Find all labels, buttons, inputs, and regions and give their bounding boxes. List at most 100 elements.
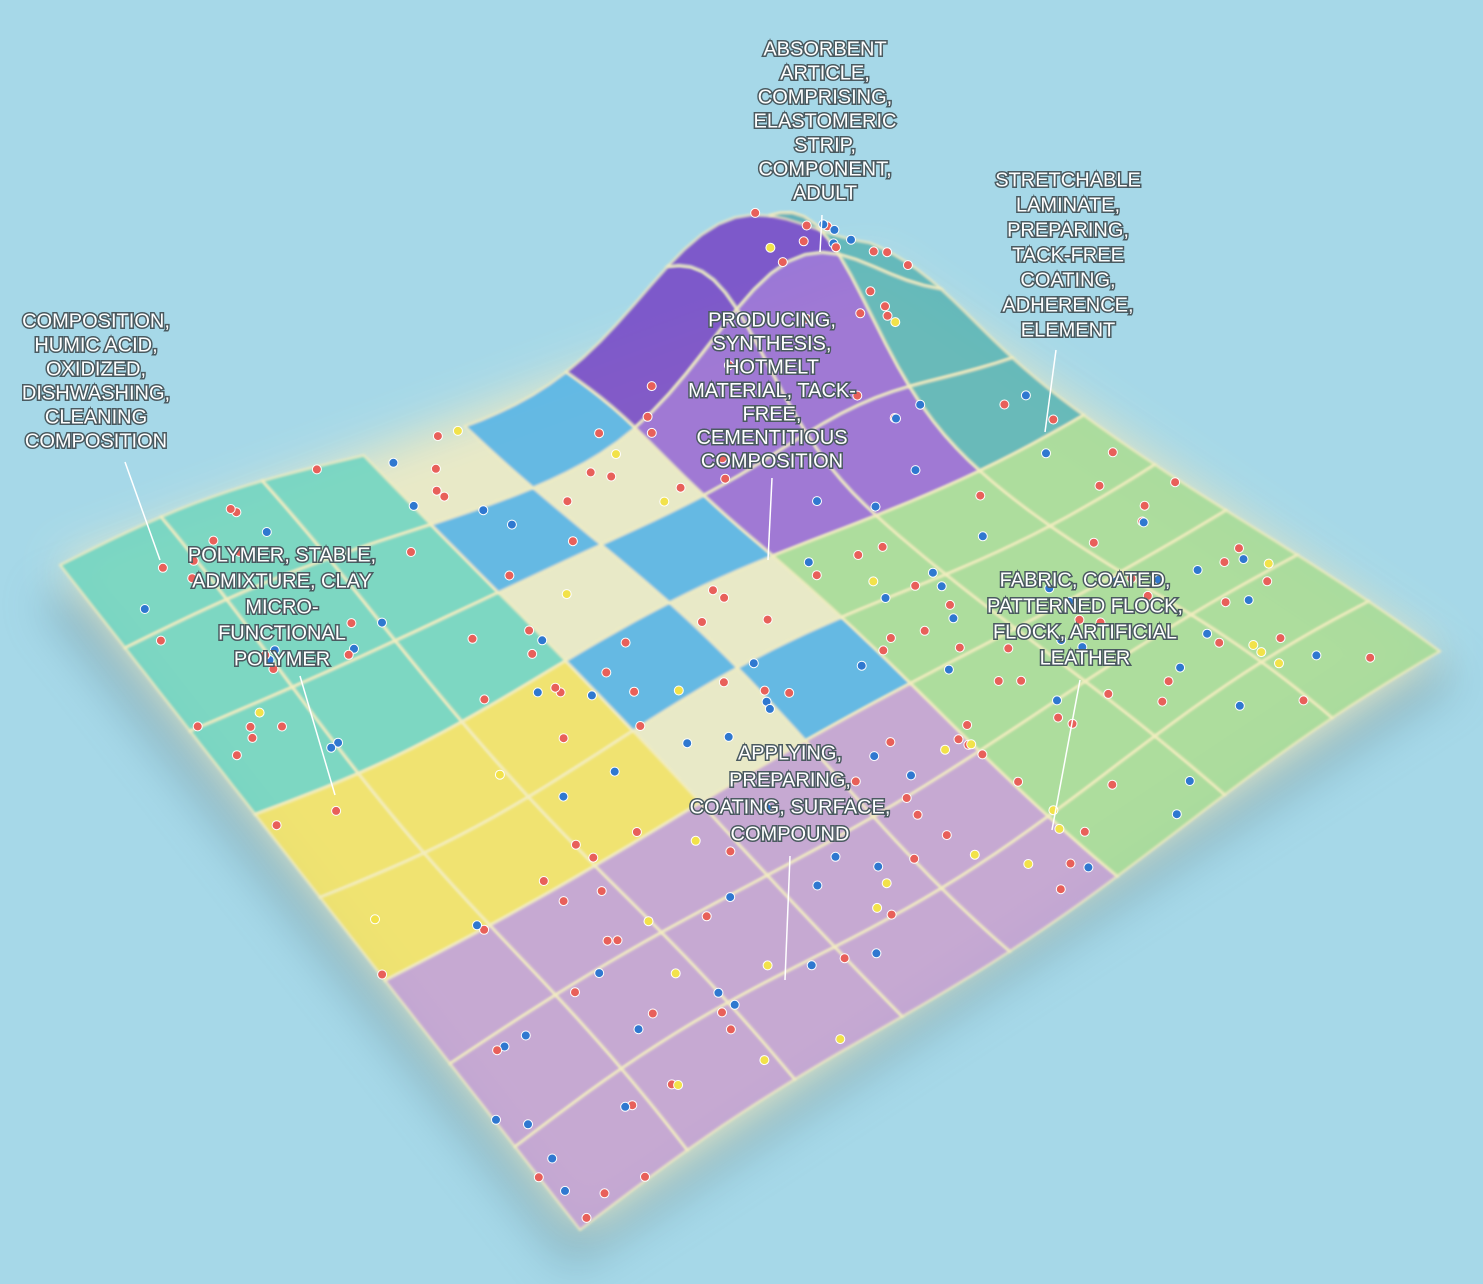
document-dot <box>271 820 282 831</box>
topic-label: COMPOUND <box>731 824 850 846</box>
document-dot <box>479 694 490 705</box>
document-dot <box>388 457 399 468</box>
document-dot <box>659 496 670 507</box>
document-dot <box>261 527 272 537</box>
topic-label: PREPARING, <box>1007 220 1129 242</box>
document-dot <box>729 999 740 1010</box>
document-dot <box>915 399 926 410</box>
document-dot <box>1248 640 1259 650</box>
document-dot <box>891 413 901 424</box>
topic-label: MICRO- <box>245 597 318 619</box>
document-dot <box>853 550 864 560</box>
document-dot <box>585 467 596 478</box>
document-dot <box>139 604 150 614</box>
document-dot <box>524 625 535 636</box>
document-dot <box>596 886 607 897</box>
document-dot <box>902 260 913 271</box>
document-dot <box>993 676 1004 686</box>
topic-label: ARTICLE, <box>780 63 870 85</box>
document-dot <box>532 687 543 698</box>
document-dot <box>1088 537 1099 548</box>
document-dot <box>1077 642 1088 653</box>
document-dot <box>225 504 236 514</box>
document-dot <box>467 633 478 644</box>
document-dot <box>1055 884 1066 895</box>
document-dot <box>550 682 561 693</box>
document-dot <box>919 625 930 636</box>
document-dot <box>872 902 883 913</box>
topic-label: COMPOSITION <box>25 431 167 453</box>
document-dot <box>852 390 863 401</box>
document-dot <box>277 721 287 732</box>
document-dot <box>594 428 605 439</box>
document-dot <box>1095 617 1106 628</box>
document-dot <box>1142 590 1153 601</box>
document-dot <box>1170 477 1181 488</box>
document-dot <box>640 1171 650 1182</box>
document-dot <box>1153 574 1164 585</box>
document-dot <box>936 581 947 592</box>
document-dot <box>673 685 684 696</box>
document-dot <box>155 635 166 646</box>
topic-label: POLYMER, STABLE, <box>188 545 376 567</box>
document-dot <box>901 793 912 803</box>
document-dot <box>343 649 354 660</box>
document-dot <box>910 465 921 476</box>
document-dot <box>910 580 921 591</box>
document-dot <box>612 935 623 946</box>
document-dot <box>1074 614 1085 625</box>
grid-cell <box>1260 600 1442 720</box>
document-dot <box>547 1153 558 1164</box>
document-dot <box>878 645 889 656</box>
document-dot <box>642 411 653 422</box>
document-dot <box>631 827 642 837</box>
document-dot <box>708 585 718 596</box>
topic-label: ADULT <box>793 183 857 205</box>
topic-label: HOTMELT <box>725 357 819 379</box>
document-dot <box>761 803 772 813</box>
document-dot <box>1243 595 1254 606</box>
topic-label: STRETCHABLE <box>995 170 1141 192</box>
document-dot <box>759 1055 770 1066</box>
document-dot <box>491 1114 501 1125</box>
topic-label: ADMIXTURE, CLAY <box>192 571 372 593</box>
document-dot <box>885 737 896 748</box>
document-dot <box>1256 647 1267 658</box>
document-dot <box>1139 500 1150 511</box>
document-dot <box>1065 858 1076 869</box>
document-dot <box>966 739 977 750</box>
document-dot <box>881 878 892 889</box>
topic-label: APPLYING, <box>738 743 842 765</box>
document-dot <box>247 732 258 743</box>
document-dot <box>871 948 882 959</box>
topic-label: LEATHER <box>1040 648 1131 670</box>
document-dot <box>1275 633 1286 644</box>
topic-label: PATTERNED FLOCK, <box>987 596 1183 618</box>
document-dot <box>533 1172 544 1183</box>
document-dot <box>909 853 920 864</box>
document-dot <box>1184 776 1195 786</box>
document-dot <box>523 1119 533 1130</box>
document-dot <box>748 658 759 669</box>
document-dot <box>187 573 198 584</box>
document-dot <box>1041 448 1051 459</box>
document-dot <box>1219 557 1230 568</box>
document-dot <box>333 737 344 748</box>
document-dot <box>506 519 517 530</box>
document-dot <box>1238 554 1249 565</box>
document-dot <box>1048 414 1059 425</box>
document-dot <box>1079 826 1090 837</box>
leader-line <box>299 675 336 796</box>
document-dot <box>759 685 770 696</box>
document-dot <box>377 969 388 980</box>
document-dot <box>962 720 973 730</box>
document-dot <box>868 246 879 257</box>
document-dot <box>882 247 893 258</box>
document-dot <box>812 496 822 507</box>
document-dot <box>479 924 490 935</box>
document-dot <box>609 766 620 777</box>
document-dot <box>1056 635 1067 646</box>
document-dot <box>1094 480 1105 491</box>
grid-cells <box>58 211 1442 1232</box>
